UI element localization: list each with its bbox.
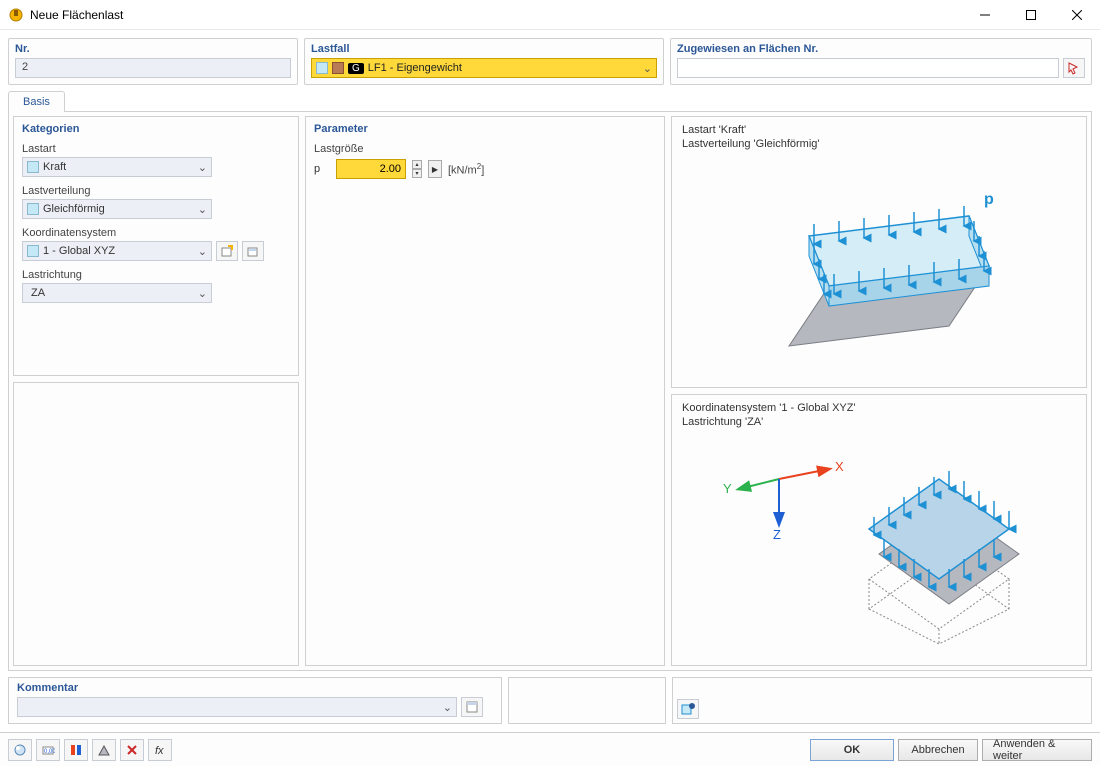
tool3-button[interactable] <box>120 739 144 761</box>
zugewiesen-input[interactable] <box>677 58 1059 78</box>
close-button[interactable] <box>1054 0 1100 30</box>
p-symbol: p <box>314 163 330 175</box>
koord-value: 1 - Global XYZ <box>43 245 194 257</box>
svg-text:Z: Z <box>773 527 781 542</box>
swatch-icon <box>27 161 39 173</box>
lastart-combo[interactable]: Kraft ⌄ <box>22 157 212 177</box>
edit-coordsys-button[interactable] <box>242 241 264 261</box>
swatch-icon <box>332 62 344 74</box>
title-bar: Neue Flächenlast <box>0 0 1100 30</box>
kategorien-label: Kategorien <box>22 123 290 135</box>
svg-text:p: p <box>984 191 994 208</box>
p-unit: [kN/m2] <box>448 162 484 177</box>
preview-options-button[interactable] <box>677 699 699 719</box>
lastfall-label: Lastfall <box>311 43 657 55</box>
kommentar-combo[interactable]: ⌄ <box>17 697 457 717</box>
lastfall-badge: G <box>348 63 364 74</box>
minimize-button[interactable] <box>962 0 1008 30</box>
empty-panel <box>13 382 299 666</box>
chevron-down-icon: ⌄ <box>198 287 207 300</box>
p-play-button[interactable]: ▶ <box>428 160 442 178</box>
lastrichtung-value: ZA <box>27 287 194 299</box>
tool1-button[interactable] <box>64 739 88 761</box>
lastfall-combo[interactable]: G LF1 - Eigengewicht ⌄ <box>311 58 657 78</box>
chevron-down-icon: ⌄ <box>443 701 452 714</box>
svg-text:0,00: 0,00 <box>44 749 55 755</box>
tab-basis[interactable]: Basis <box>8 91 65 112</box>
preview-bottom: Koordinatensystem '1 - Global XYZ' Lastr… <box>671 394 1087 666</box>
lastverteilung-combo[interactable]: Gleichförmig ⌄ <box>22 199 212 219</box>
chevron-down-icon: ⌄ <box>643 62 652 75</box>
apply-button[interactable]: Anwenden & weiter <box>982 739 1092 761</box>
kommentar-label: Kommentar <box>17 682 493 694</box>
koord-label: Koordinatensystem <box>22 227 290 239</box>
kommentar-block: Kommentar ⌄ <box>8 677 502 724</box>
footer: 0,00 fx OK Abbrechen Anwenden & weiter <box>0 732 1100 766</box>
zugewiesen-block: Zugewiesen an Flächen Nr. <box>670 38 1092 85</box>
zugewiesen-label: Zugewiesen an Flächen Nr. <box>677 43 1085 55</box>
svg-text:Y: Y <box>723 481 732 496</box>
preview-top: Lastart 'Kraft' Lastverteilung 'Gleichfö… <box>671 116 1087 388</box>
swatch-icon <box>316 62 328 74</box>
swatch-icon <box>27 245 39 257</box>
chevron-down-icon: ⌄ <box>198 161 207 174</box>
lastfall-text: LF1 - Eigengewicht <box>368 62 639 74</box>
nr-value: 2 <box>15 58 291 78</box>
app-icon <box>8 7 24 23</box>
ok-button[interactable]: OK <box>810 739 894 761</box>
lastfall-block: Lastfall G LF1 - Eigengewicht ⌄ <box>304 38 664 85</box>
preview-options-block <box>672 677 1092 724</box>
lastrichtung-combo[interactable]: ZA ⌄ <box>22 283 212 303</box>
tool4-button[interactable]: fx <box>148 739 172 761</box>
lastverteilung-label: Lastverteilung <box>22 185 290 197</box>
p-spinner[interactable]: ▴▾ <box>412 160 422 178</box>
nr-label: Nr. <box>15 43 291 55</box>
svg-text:fx: fx <box>155 745 164 757</box>
coord-diagram: X Y Z <box>709 439 1049 649</box>
nr-block: Nr. 2 <box>8 38 298 85</box>
lastart-label: Lastart <box>22 143 290 155</box>
cancel-button[interactable]: Abbrechen <box>898 739 978 761</box>
chevron-down-icon: ⌄ <box>198 245 207 258</box>
parameter-panel: Parameter Lastgröße p ▴▾ ▶ [kN/m2] <box>305 116 665 666</box>
empty-block <box>508 677 666 724</box>
lastrichtung-label: Lastrichtung <box>22 269 290 281</box>
new-coordsys-button[interactable] <box>216 241 238 261</box>
lastgroesse-label: Lastgröße <box>314 143 656 155</box>
window-title: Neue Flächenlast <box>30 8 962 22</box>
p-input[interactable] <box>336 159 406 179</box>
kommentar-lib-button[interactable] <box>461 697 483 717</box>
preview-text: Lastart 'Kraft' Lastverteilung 'Gleichfö… <box>682 123 1076 152</box>
tool2-button[interactable] <box>92 739 116 761</box>
pick-surfaces-button[interactable] <box>1063 58 1085 78</box>
lastverteilung-value: Gleichförmig <box>43 203 194 215</box>
kategorien-panel: Kategorien Lastart Kraft ⌄ Lastverteilun… <box>13 116 299 376</box>
parameter-label: Parameter <box>314 123 656 135</box>
load-diagram: p <box>729 166 1029 366</box>
help-button[interactable] <box>8 739 32 761</box>
swatch-icon <box>27 203 39 215</box>
maximize-button[interactable] <box>1008 0 1054 30</box>
preview-text: Koordinatensystem '1 - Global XYZ' Lastr… <box>682 401 1076 430</box>
chevron-down-icon: ⌄ <box>198 203 207 216</box>
svg-text:X: X <box>835 459 844 474</box>
units-button[interactable]: 0,00 <box>36 739 60 761</box>
koord-combo[interactable]: 1 - Global XYZ ⌄ <box>22 241 212 261</box>
lastart-value: Kraft <box>43 161 194 173</box>
